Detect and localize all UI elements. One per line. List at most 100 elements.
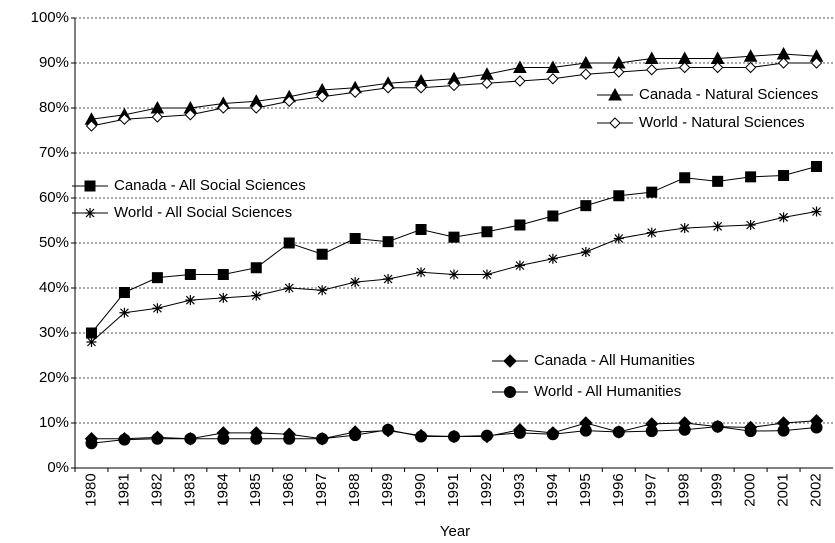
- marker: [283, 237, 295, 249]
- marker: [810, 57, 823, 69]
- marker: [449, 269, 459, 280]
- x-tick-label: 1988: [346, 473, 363, 506]
- legend-label: World - Natural Sciences: [639, 114, 805, 131]
- marker: [811, 206, 822, 217]
- x-tick-label: 1985: [247, 473, 264, 506]
- marker: [84, 180, 96, 192]
- marker: [118, 433, 131, 446]
- marker: [415, 82, 427, 94]
- marker: [151, 432, 164, 445]
- marker: [448, 430, 460, 443]
- marker: [678, 61, 691, 74]
- marker: [613, 233, 624, 244]
- y-tick-label: 90%: [39, 54, 69, 71]
- marker: [513, 60, 527, 73]
- marker: [217, 432, 230, 445]
- marker: [481, 269, 492, 280]
- marker: [448, 231, 460, 243]
- y-tick-label: 20%: [39, 369, 69, 386]
- marker: [480, 429, 493, 442]
- marker: [678, 423, 691, 436]
- marker: [250, 102, 262, 114]
- marker: [744, 61, 757, 74]
- legend-label: Canada - All Social Sciences: [114, 177, 306, 194]
- x-tick-label: 1990: [412, 473, 429, 506]
- marker: [151, 272, 163, 284]
- marker: [711, 420, 724, 433]
- marker: [85, 437, 98, 450]
- legend-label: World - All Humanities: [534, 383, 681, 400]
- marker: [646, 186, 658, 198]
- marker: [811, 161, 823, 172]
- marker: [712, 221, 723, 232]
- marker: [184, 432, 197, 445]
- marker: [250, 262, 262, 274]
- marker: [283, 95, 295, 107]
- marker: [810, 421, 823, 434]
- marker: [184, 109, 197, 121]
- marker: [778, 212, 789, 223]
- marker: [644, 51, 659, 64]
- marker: [217, 102, 230, 114]
- marker: [578, 55, 593, 69]
- marker: [546, 60, 560, 73]
- marker: [86, 337, 97, 347]
- marker: [217, 269, 229, 280]
- x-tick-label: 1998: [676, 473, 693, 506]
- marker: [382, 82, 394, 94]
- marker: [416, 267, 427, 278]
- marker: [85, 120, 98, 132]
- marker: [415, 224, 427, 235]
- marker: [251, 290, 262, 301]
- marker: [349, 429, 362, 442]
- y-tick-label: 60%: [39, 189, 69, 206]
- x-tick-label: 1986: [280, 473, 297, 506]
- marker: [350, 277, 361, 288]
- marker: [745, 171, 757, 183]
- marker: [613, 66, 625, 78]
- marker: [580, 68, 592, 80]
- marker: [777, 57, 790, 69]
- x-axis-label: Year: [440, 523, 470, 540]
- marker: [679, 223, 690, 234]
- x-tick-label: 1982: [148, 473, 165, 506]
- x-tick-label: 1994: [544, 473, 561, 506]
- marker: [612, 426, 625, 438]
- marker: [185, 295, 196, 306]
- x-tick-label: 1983: [181, 473, 198, 506]
- x-tick-label: 1987: [313, 473, 330, 506]
- marker: [316, 432, 329, 445]
- marker: [85, 208, 95, 218]
- marker: [613, 190, 625, 202]
- marker: [383, 274, 394, 284]
- marker: [608, 87, 622, 101]
- marker: [514, 260, 525, 271]
- x-tick-label: 1984: [214, 473, 231, 506]
- marker: [349, 233, 361, 244]
- marker: [118, 287, 130, 298]
- marker: [579, 424, 592, 437]
- legend-label: World - All Social Sciences: [114, 204, 292, 221]
- marker: [744, 425, 757, 438]
- marker: [119, 307, 130, 318]
- y-tick-label: 80%: [39, 99, 69, 116]
- marker: [316, 248, 328, 260]
- x-tick-label: 2000: [742, 473, 759, 506]
- marker: [580, 200, 592, 212]
- marker: [382, 236, 394, 248]
- x-tick-label: 1991: [445, 473, 462, 506]
- marker: [514, 219, 526, 231]
- y-tick-label: 10%: [39, 414, 69, 431]
- marker: [609, 117, 621, 129]
- y-tick-label: 40%: [39, 279, 69, 296]
- marker: [547, 210, 559, 222]
- y-tick-label: 0%: [47, 459, 69, 476]
- marker: [547, 73, 559, 85]
- marker: [513, 426, 526, 439]
- y-tick-label: 70%: [39, 144, 69, 161]
- x-tick-label: 1995: [577, 473, 594, 506]
- x-tick-label: 1999: [709, 473, 726, 506]
- marker: [284, 283, 295, 293]
- marker: [711, 61, 724, 74]
